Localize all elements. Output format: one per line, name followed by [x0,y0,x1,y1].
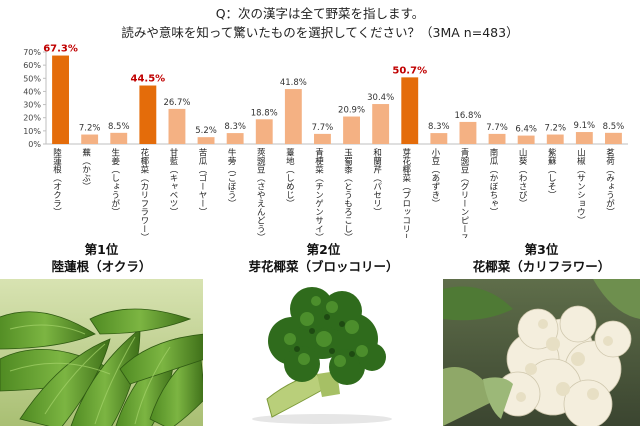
bar-10 [314,133,331,144]
value-label: 7.7% [486,123,508,133]
rank-2-heading: 第2位 芽花椰菜（ブロッコリー） [212,241,435,275]
y-tick-label: 70% [23,48,41,57]
bar-9 [284,89,302,144]
x-tick-label: 苦瓜（ゴーヤー） [197,147,207,216]
question-line-2: 読みや意味を知って驚いたものを選択してください？（3MA n=483） [121,25,519,40]
value-label: 7.2% [544,124,566,134]
value-label: 67.3% [43,44,78,55]
bar-12 [372,104,390,144]
bar-19 [575,132,593,144]
y-tick-label: 30% [23,101,41,110]
rank-3-title: 第3位 [524,242,559,257]
value-label: 8.5% [603,122,625,132]
x-tick-label: 薹地（しめじ） [284,147,294,207]
bar-2 [81,134,99,144]
value-label: 41.8% [280,78,307,88]
value-label: 7.7% [312,123,334,133]
rank-1-name: 陸蓮根（オクラ） [51,259,152,274]
value-label: 8.3% [428,122,450,132]
x-tick-label: 青豌豆（グリーンピース） [459,147,469,238]
rank-2-name: 芽花椰菜（ブロッコリー） [248,259,399,274]
x-tick-label: 莢豌豆（さやえんどう） [255,147,265,238]
x-tick-label: 甘藍（キャベツ） [168,147,178,216]
value-label: 44.5% [130,74,165,85]
bar-4 [139,85,157,144]
x-tick-label: 青梗菜（チンゲンサイ） [313,147,323,238]
value-label: 7.2% [79,124,101,134]
rank-1-title: 第1位 [84,242,119,257]
bar-18 [546,134,564,144]
x-tick-label: 玉蜀黍（とうもろこし） [343,148,353,238]
x-tick-label: 花椰菜（カリフラワー） [139,147,149,238]
bar-1 [52,55,69,145]
question-line-1: Q：次の漢字は全て野菜を指します。 [215,6,425,21]
okra-photo [0,279,203,426]
value-label: 9.1% [574,121,596,131]
cauliflower-photo [443,279,640,426]
rank-3-panel: 第3位 花椰菜（カリフラワー） [443,241,640,426]
y-tick-label: 40% [23,87,41,96]
x-tick-label: 南瓜（かぼちゃ） [488,147,498,216]
value-label: 16.8% [454,111,481,121]
rank-1-panel: 第1位 陸蓮根（オクラ） [0,241,203,426]
y-tick-label: 10% [23,127,41,136]
rank-2-title: 第2位 [306,242,341,257]
bar-17 [517,135,535,144]
bar-20 [605,132,622,144]
bar-7 [226,133,244,144]
x-tick-label: 牛蒡（ごぼう） [226,147,236,207]
bar-16 [488,133,506,144]
y-tick-label: 60% [23,61,41,70]
value-label: 8.3% [224,122,246,132]
rank-1-heading: 第1位 陸蓮根（オクラ） [0,241,203,275]
value-label: 8.5% [108,122,130,132]
value-label: 50.7% [392,65,427,76]
survey-bar-chart: 0% 10% 20% 30% 40% 50% 60% 70% 67.3% 陸蓮根（オクラ） 7.2%… [23,44,628,238]
value-label: 30.4% [367,93,394,103]
x-tick-label: 蕪（かぶ） [81,147,91,190]
rank-3-heading: 第3位 花椰菜（カリフラワー） [443,241,640,275]
value-label: 26.7% [163,98,190,108]
bar-14 [430,133,448,144]
bar-11 [343,116,360,144]
value-label: 18.8% [251,108,278,118]
rank-2-panel: 第2位 芽花椰菜（ブロッコリー） [212,241,435,426]
x-tick-label: 紫蘇（しそ） [546,148,556,199]
value-label: 20.9% [338,106,365,116]
y-tick-label: 20% [23,114,41,123]
x-tick-label: 芽花椰菜（ブロッコリー） [401,147,411,238]
value-label: 6.4% [515,125,537,135]
x-tick-label: 和蘭芹（パセリ） [372,148,382,216]
bar-15 [459,121,477,144]
bar-13 [401,77,419,144]
rank-3-name: 花椰菜（カリフラワー） [472,259,611,274]
value-label: 5.2% [195,126,217,136]
question-text: Q：次の漢字は全て野菜を指します。 読みや意味を知って驚いたものを選択してくださ… [0,4,640,42]
bar-5 [168,108,186,144]
x-tick-label: 茗荷（みょうが） [604,147,614,216]
x-tick-label: 山椒（サンショウ） [575,147,585,224]
x-tick-label: 山葵（わさび） [517,147,527,207]
x-tick-label: 陸蓮根（オクラ） [52,147,62,216]
bar-6 [197,137,215,144]
bar-3 [110,132,128,144]
x-tick-label: 生姜（しょうが） [110,147,120,216]
broccoli-photo [212,279,435,426]
y-tick-label: 0% [28,140,41,149]
bar-8 [255,119,273,144]
x-tick-label: 小豆（あずき） [430,147,440,207]
y-tick-label: 50% [23,74,41,83]
